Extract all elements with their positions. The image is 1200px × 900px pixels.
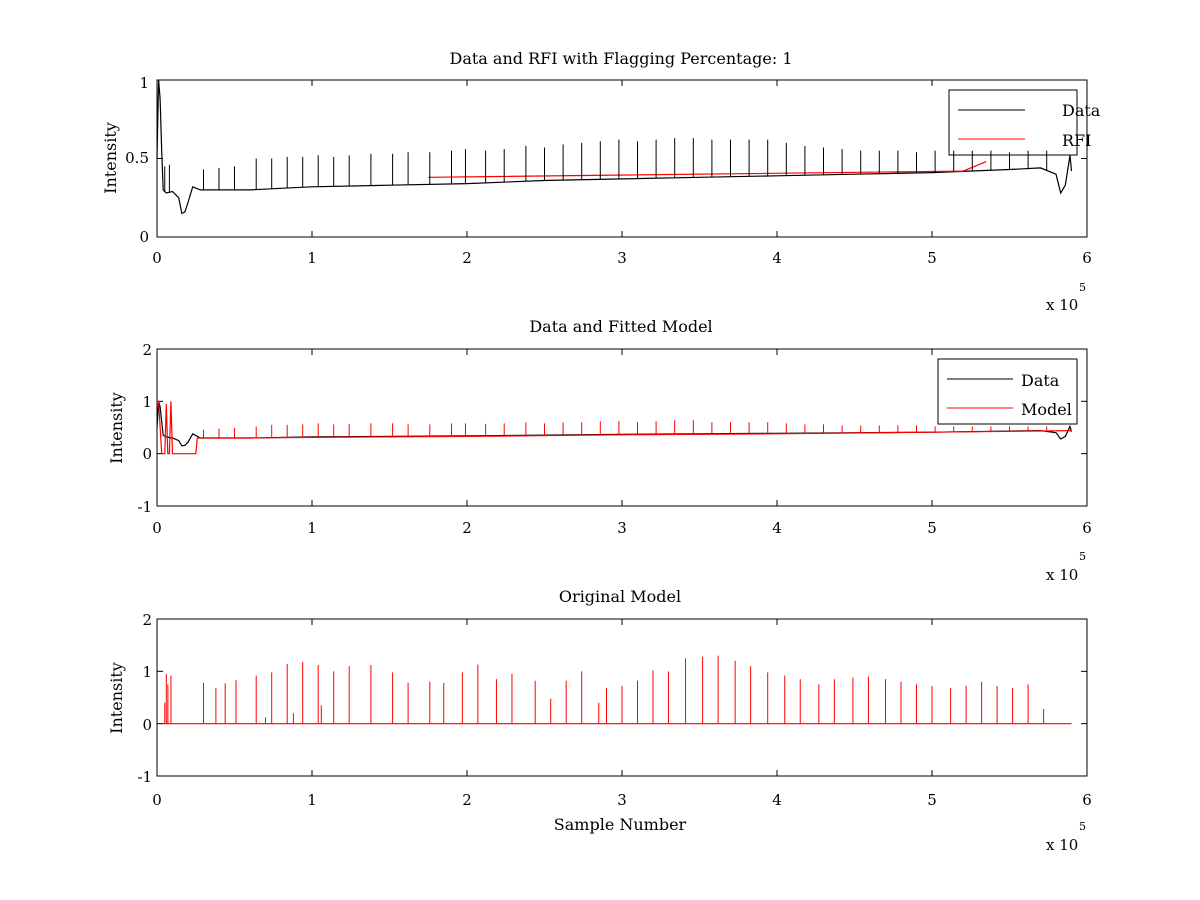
y-tick-labels: 0 0.5 1 [125,74,149,246]
legend-label-rfi: RFI [1062,131,1091,150]
x-tick-label: 3 [617,519,627,537]
y-tick-label: 2 [142,611,152,629]
legend: Data RFI [948,89,1101,156]
y-axis-label: Intensity [101,122,120,194]
y-tick-label: -1 [137,768,152,786]
y-axis-label: Intensity [107,392,126,464]
y-tick-label: 0 [142,716,152,734]
x-exponent-label: 5 [1079,281,1086,294]
series-line-data [156,79,1073,215]
x-exponent-label: 5 [1079,820,1086,833]
x-tick-label: 4 [772,519,782,537]
legend-label-data: Data [1062,101,1101,120]
x-multiplier-label: x 10 [1046,566,1078,584]
y-tick-label: 1 [142,393,152,411]
x-tick-label: 6 [1082,791,1092,809]
plot-area [156,79,1088,238]
y-tick-label: 0 [139,228,149,246]
x-tick-label: 6 [1082,249,1092,267]
x-multiplier-label: x 10 [1046,296,1078,314]
panel-original: Original Model Intensity Sample Number x… [107,587,1092,854]
x-tick-label: 0 [152,519,162,537]
chart-title: Data and RFI with Flagging Percentage: 1 [449,49,792,68]
x-tick-label: 2 [462,791,472,809]
x-tick-labels: 0 1 2 3 4 5 6 [152,249,1092,267]
x-tick-label: 4 [772,249,782,267]
x-tick-label: 1 [307,791,317,809]
x-tick-label: 0 [152,791,162,809]
x-tick-label: 5 [927,249,937,267]
y-tick-label: 0.5 [125,149,149,167]
series-line-rfi [428,161,987,178]
x-tick-label: 1 [307,519,317,537]
x-tick-label: 0 [152,249,162,267]
legend-box [948,89,1078,156]
y-tick-label: -1 [137,498,152,516]
x-tick-label: 5 [927,791,937,809]
x-multiplier-label: x 10 [1046,836,1078,854]
x-axis-label: Sample Number [554,815,687,834]
legend-label-data: Data [1021,371,1060,390]
series-line-model [157,400,1072,455]
x-tick-label: 4 [772,791,782,809]
x-tick-label: 2 [462,249,472,267]
y-tick-label: 2 [142,341,152,359]
x-tick-label: 5 [927,519,937,537]
y-tick-label: 1 [142,663,152,681]
x-tick-label: 3 [617,791,627,809]
x-tick-label: 1 [307,249,317,267]
x-tick-label: 2 [462,519,472,537]
legend-box [937,358,1078,425]
panel-fitted: Data and Fitted Model Intensity x 10 5 0… [107,317,1092,584]
x-tick-labels: 0 1 2 3 4 5 6 [152,519,1092,537]
panel-rfi: Data and RFI with Flagging Percentage: 1… [101,49,1101,314]
y-tick-label: 0 [142,445,152,463]
y-tick-labels: -1 0 1 2 [137,611,152,786]
legend-label-model: Model [1021,400,1072,419]
chart-title: Original Model [559,587,681,606]
plot-area [156,348,1088,507]
x-exponent-label: 5 [1079,550,1086,563]
y-axis-label: Intensity [107,662,126,734]
x-tick-label: 3 [617,249,627,267]
plot-layer [156,79,1088,777]
legend: Data Model [937,358,1078,425]
x-tick-label: 6 [1082,519,1092,537]
y-tick-labels: -1 0 1 2 [137,341,152,516]
y-tick-label: 1 [139,74,149,92]
x-tick-labels: 0 1 2 3 4 5 6 [152,791,1092,809]
plot-area [156,618,1088,777]
chart-title: Data and Fitted Model [529,317,712,336]
